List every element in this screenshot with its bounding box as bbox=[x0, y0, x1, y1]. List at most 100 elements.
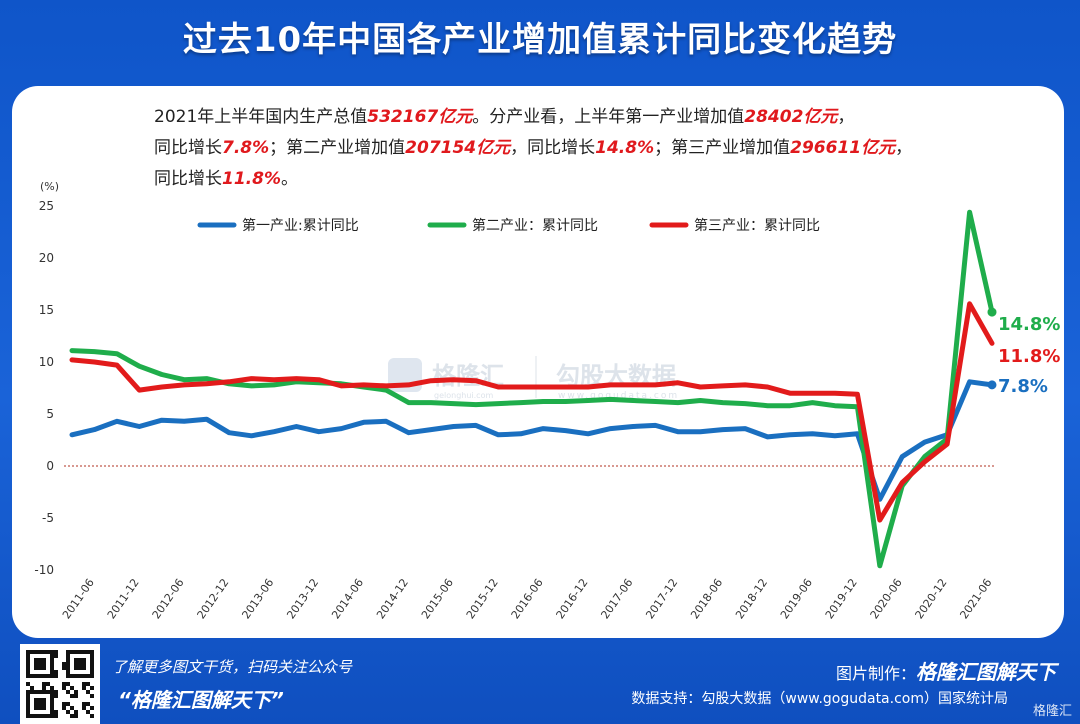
qr-module bbox=[46, 674, 50, 678]
page-title: 过去10年中国各产业增加值累计同比变化趋势 bbox=[182, 20, 898, 60]
x-tick-label: 2015-06 bbox=[419, 576, 456, 621]
legend-label: 第一产业:累计同比 bbox=[242, 217, 359, 234]
qr-module bbox=[34, 658, 38, 662]
qr-module bbox=[30, 674, 34, 678]
footer-data-source: 数据支持：勾股大数据（www.gogudata.com）国家统计局 bbox=[631, 691, 1008, 707]
qr-module bbox=[54, 670, 58, 674]
y-tick-label: 15 bbox=[39, 303, 54, 317]
qr-module bbox=[30, 714, 34, 718]
end-marker bbox=[987, 307, 997, 317]
x-tick-label: 2020-06 bbox=[868, 576, 905, 621]
qr-module bbox=[90, 706, 94, 710]
qr-module bbox=[54, 650, 58, 654]
tertiary-growth: 11.8% bbox=[222, 169, 281, 189]
qr-module bbox=[86, 674, 90, 678]
gdp-total-value: 532167亿元 bbox=[367, 107, 473, 127]
qr-module bbox=[38, 650, 42, 654]
x-tick-label: 2015-12 bbox=[464, 576, 501, 621]
qr-code[interactable] bbox=[20, 644, 100, 724]
end-value-label: 7.8% bbox=[998, 376, 1048, 397]
x-tick-label: 2017-06 bbox=[598, 576, 635, 621]
qr-module bbox=[42, 658, 46, 662]
qr-module bbox=[62, 666, 66, 670]
summary-text-segment: 同比增长 bbox=[154, 138, 222, 158]
qr-module bbox=[70, 706, 74, 710]
summary-text: 2021年上半年国内生产总值532167亿元。分产业看，上半年第一产业增加值28… bbox=[154, 102, 1034, 195]
qr-module bbox=[26, 662, 30, 666]
qr-module bbox=[38, 666, 42, 670]
footer-credit-label: 图片制作： bbox=[835, 664, 916, 683]
qr-module bbox=[78, 658, 82, 662]
x-tick-label: 2016-06 bbox=[509, 576, 546, 621]
qr-module bbox=[38, 714, 42, 718]
x-tick-label: 2021-06 bbox=[957, 576, 994, 621]
summary-text-segment: 。 bbox=[280, 169, 298, 189]
qr-module bbox=[38, 690, 42, 694]
qr-module bbox=[26, 650, 30, 654]
secondary-growth: 14.8% bbox=[595, 138, 655, 158]
qr-module bbox=[90, 650, 94, 654]
footer-credit: 图片制作：格隆汇图解天下 bbox=[836, 656, 1056, 685]
qr-module bbox=[66, 710, 70, 714]
qr-module bbox=[30, 686, 34, 690]
qr-module bbox=[42, 702, 46, 706]
qr-module bbox=[82, 682, 86, 686]
qr-module bbox=[46, 714, 50, 718]
qr-module bbox=[74, 674, 78, 678]
qr-module bbox=[54, 710, 58, 714]
qr-module bbox=[62, 682, 66, 686]
qr-module bbox=[34, 698, 38, 702]
x-tick-label: 2019-12 bbox=[823, 576, 860, 621]
qr-module bbox=[66, 682, 70, 686]
qr-module bbox=[74, 662, 78, 666]
qr-module bbox=[82, 686, 86, 690]
qr-module bbox=[74, 690, 78, 694]
qr-module bbox=[26, 694, 30, 698]
y-tick-label: -5 bbox=[42, 511, 54, 525]
qr-module bbox=[46, 690, 50, 694]
qr-module bbox=[38, 698, 42, 702]
y-tick-label: 25 bbox=[39, 199, 54, 213]
qr-module bbox=[74, 658, 78, 662]
x-tick-label: 2011-06 bbox=[60, 576, 97, 621]
x-tick-label: 2016-12 bbox=[554, 576, 591, 621]
qr-module bbox=[50, 654, 54, 658]
qr-module bbox=[42, 650, 46, 654]
qr-module bbox=[26, 682, 30, 686]
end-value-label: 11.8% bbox=[998, 346, 1060, 367]
qr-module bbox=[30, 650, 34, 654]
qr-module bbox=[26, 698, 30, 702]
x-tick-label: 2012-06 bbox=[150, 576, 187, 621]
qr-module bbox=[78, 674, 82, 678]
summary-line-2: 同比增长7.8%；第二产业增加值207154亿元，同比增长14.8%；第三产业增… bbox=[154, 133, 1034, 164]
qr-module bbox=[78, 662, 82, 666]
qr-module bbox=[26, 702, 30, 706]
footer-account-name: “格隆汇图解天下” bbox=[118, 688, 284, 712]
footer-follow-text: 了解更多图文干货，扫码关注公众号 bbox=[112, 658, 353, 676]
x-tick-label: 2014-06 bbox=[329, 576, 366, 621]
qr-module bbox=[54, 714, 58, 718]
qr-module bbox=[62, 686, 66, 690]
qr-module bbox=[50, 690, 54, 694]
qr-module bbox=[42, 686, 46, 690]
qr-module bbox=[50, 658, 54, 662]
x-tick-label: 2013-06 bbox=[239, 576, 276, 621]
qr-module bbox=[70, 694, 74, 698]
qr-module bbox=[50, 650, 54, 654]
qr-module bbox=[54, 674, 58, 678]
qr-module bbox=[42, 698, 46, 702]
corner-logo: 格隆汇 bbox=[1032, 704, 1072, 719]
qr-module bbox=[54, 654, 58, 658]
qr-module bbox=[90, 674, 94, 678]
qr-module bbox=[90, 694, 94, 698]
qr-module bbox=[42, 690, 46, 694]
qr-module bbox=[50, 694, 54, 698]
summary-text-segment: 2021年上半年国内生产总值 bbox=[154, 107, 368, 127]
qr-code-pattern bbox=[26, 650, 94, 718]
qr-module bbox=[70, 686, 74, 690]
qr-module bbox=[82, 674, 86, 678]
qr-module bbox=[26, 706, 30, 710]
qr-module bbox=[74, 714, 78, 718]
qr-module bbox=[74, 710, 78, 714]
